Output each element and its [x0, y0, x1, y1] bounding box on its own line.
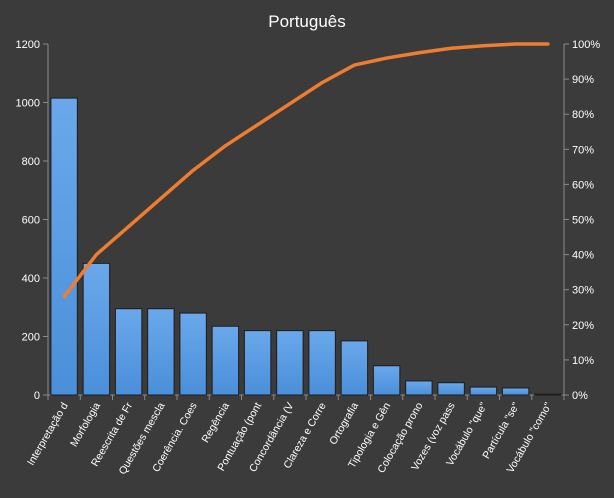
y-right-tick-label: 40%	[572, 250, 594, 262]
bar-11	[405, 380, 433, 396]
bar-3	[147, 308, 175, 396]
bar-6	[243, 330, 272, 396]
y-right-tick-label: 50%	[572, 215, 594, 227]
chart-title: Português	[268, 12, 346, 31]
y-right-tick-label: 20%	[572, 320, 594, 332]
y-right-tick-label: 80%	[572, 109, 594, 121]
y-right-tick-label: 100%	[572, 39, 600, 51]
bar-12	[437, 382, 465, 396]
bar-0	[50, 97, 78, 396]
bar-1	[82, 262, 111, 396]
y-right-tick-label: 30%	[572, 285, 594, 297]
y-right-tick-label: 90%	[572, 74, 594, 86]
bar-8	[308, 330, 336, 396]
y-left-tick-label: 400	[22, 273, 40, 285]
y-left-tick-label: 1000	[16, 98, 40, 110]
y-right-tick-label: 60%	[572, 179, 594, 191]
bar-5	[211, 325, 240, 396]
bar-10	[372, 365, 401, 396]
y-left-tick-label: 1200	[16, 39, 40, 51]
y-left-tick-label: 600	[22, 215, 40, 227]
cumulative-percent-line	[62, 42, 550, 299]
y-right-tick-label: 0%	[572, 390, 588, 402]
bar-13	[469, 386, 498, 396]
y-right-tick-label: 70%	[572, 144, 594, 156]
x-tick-label: Ortografia	[327, 400, 361, 447]
bar-4	[179, 312, 207, 396]
cumulative-line-group	[62, 42, 550, 299]
bar-14	[501, 387, 530, 396]
y-right-tick-label: 10%	[572, 355, 594, 367]
bar-7	[276, 330, 304, 396]
y-left-tick-label: 200	[22, 332, 40, 344]
x-tick-label: Interpretação d	[25, 400, 71, 467]
y-left-tick-label: 800	[22, 156, 40, 168]
bar-9	[340, 340, 369, 396]
bar-2	[114, 308, 143, 396]
axes-group: 0 200 400 600 800 1000 1200 0% 10% 20% 30% 40% 50% 60…	[16, 39, 601, 402]
x-tick-label: Morfologia	[68, 400, 103, 449]
y-left-tick-label: 0	[34, 390, 40, 402]
x-tick-label: Regência	[199, 400, 232, 445]
bar-15	[534, 393, 562, 396]
bars-group	[50, 97, 562, 396]
